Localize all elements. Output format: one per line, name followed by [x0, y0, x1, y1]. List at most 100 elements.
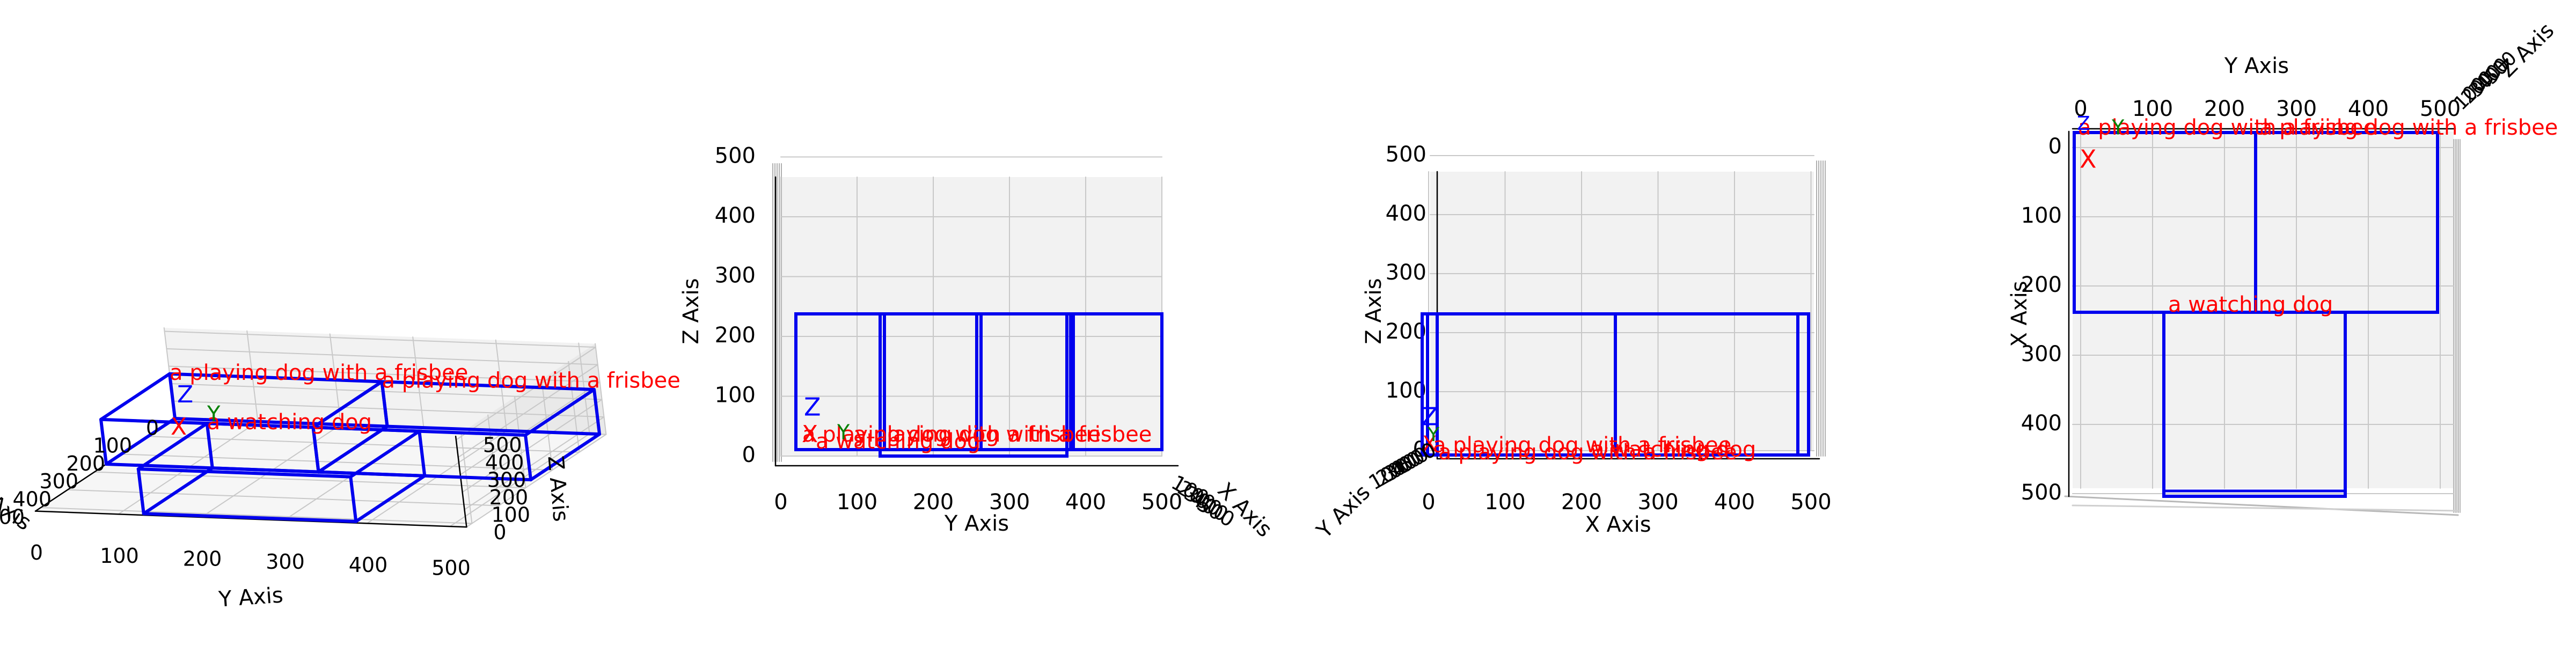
v-tick-label: 400: [2021, 411, 2062, 436]
v-tick-label: 200: [2021, 273, 2062, 297]
v-tick-label: 100: [1386, 378, 1426, 403]
box-0-edge: [168, 372, 384, 384]
box-2-outline: [2162, 311, 2347, 498]
h-tick-label: 300: [1637, 490, 1678, 515]
box-label: a playing dog with a frisbee: [2259, 115, 2558, 140]
v-axis-label: Z Axis: [1362, 278, 1386, 344]
floor-edge: [2064, 495, 2459, 516]
x-marker: X: [2080, 145, 2097, 174]
z-marker: Z: [804, 393, 821, 422]
v-tick-label: 500: [715, 144, 756, 168]
grid-line: [148, 436, 580, 453]
box-2-edge: [205, 422, 214, 470]
box-2-edge: [349, 475, 358, 523]
box-1-edge: [524, 433, 533, 482]
z-marker: Z: [177, 381, 193, 408]
box-1-edge: [380, 380, 389, 428]
z-tick-label: 300: [487, 468, 526, 491]
y-marker: Y: [2111, 116, 2125, 140]
x-tick-label: 200: [66, 452, 105, 475]
y-tick-label: 300: [266, 550, 305, 574]
grid-line: [121, 453, 553, 471]
box-0-edge: [168, 372, 177, 420]
h-tick-label: 100: [2132, 97, 2173, 121]
box-label: a playing dog with a frisbee: [170, 361, 468, 385]
grid-line: [514, 397, 526, 489]
h-axis-label: Y Axis: [2224, 54, 2289, 78]
v-tick-label: 100: [715, 383, 756, 408]
y-tick-label: 0: [30, 541, 43, 564]
panel-front-view: 00 100 100 200 200 300 300 400 400 500 500 a playin…: [679, 144, 1277, 542]
h-axis-label: X Axis: [1585, 512, 1651, 537]
h-tick-label: 500: [2420, 97, 2461, 121]
z-tick-label: 0: [493, 520, 506, 544]
y-tick-label: 200: [183, 547, 222, 571]
z-tick-label: 500: [483, 433, 522, 457]
grid-line: [172, 400, 605, 418]
box-label: a watching dog: [207, 410, 372, 435]
grid-line: [168, 365, 601, 383]
box-1-edge: [385, 424, 602, 436]
h-tick-label: 400: [1714, 490, 1755, 515]
box-2-edge: [136, 467, 145, 516]
grid-line: [166, 348, 598, 365]
box-label: a playing dog with a frisbee: [853, 422, 1152, 447]
box-2-edge: [354, 474, 427, 523]
v-axis-label: Z Axis: [679, 278, 704, 344]
z-marker: Z: [2077, 113, 2090, 135]
box-label: a playing dog with a frisbee: [1433, 433, 1731, 458]
y-tick-label: 100: [100, 544, 139, 568]
depth-axis-label: Y Axis: [1312, 480, 1375, 544]
v-tick-label: 200: [715, 323, 756, 348]
h-tick-label: 200: [1561, 490, 1602, 515]
v-tick-label: 300: [2021, 342, 2062, 366]
pane: [2073, 131, 2454, 488]
v-tick-label: 0: [1413, 437, 1426, 462]
h-tick-label: 100: [1484, 490, 1525, 515]
v-tick-label: 0: [742, 443, 756, 467]
z-marker: Z: [1421, 402, 1438, 431]
grid-line: [40, 507, 473, 524]
h-tick-label: 0: [774, 490, 787, 515]
x-tick-label: 300: [39, 469, 78, 493]
floor-edge: [2072, 504, 2459, 512]
h-tick-label: 500: [1790, 490, 1831, 515]
v-axis-label: X Axis: [2007, 281, 2032, 347]
box-2-edge: [349, 429, 421, 479]
y-marker: Y: [837, 421, 850, 444]
grid-line: [541, 379, 553, 471]
v-tick-label: 0: [2048, 134, 2062, 159]
y-tick-label: 500: [431, 556, 471, 580]
grid-line: [164, 331, 596, 348]
box-1-edge: [529, 432, 602, 482]
box-label: a playing dog with a frisbee: [1438, 440, 1737, 465]
box-label: a watching dog: [2168, 292, 2333, 317]
box-1-edge: [317, 424, 389, 474]
grid-line: [459, 381, 601, 475]
grid-line: [170, 383, 603, 400]
v-tick-label: 200: [1386, 319, 1426, 344]
h-tick-label: 200: [913, 490, 954, 515]
v-tick-label: 400: [1386, 201, 1426, 226]
box-2-edge: [136, 467, 353, 479]
h-tick-label: 400: [1065, 490, 1106, 515]
box-label: a watching dog: [1591, 437, 1756, 462]
pane: [1430, 172, 1814, 451]
box-0-edge: [99, 417, 108, 466]
h-tick-label: 0: [1422, 490, 1435, 515]
h-axis-label: Y Axis: [944, 511, 1009, 536]
grid-line: [568, 361, 580, 453]
h-tick-label: 300: [2276, 97, 2317, 121]
box-1-edge: [592, 387, 602, 436]
box-2-edge: [418, 429, 427, 478]
box-1-edge: [524, 387, 596, 437]
box-2-edge: [210, 466, 427, 478]
y-marker: Y: [207, 402, 221, 427]
x-marker: X: [171, 413, 187, 441]
box-2-edge: [142, 466, 214, 516]
grid-line: [466, 434, 607, 528]
panel-side-view: 0 0 100 100 200 200 300 300 400 400 500 500 a playin…: [1312, 142, 1832, 544]
